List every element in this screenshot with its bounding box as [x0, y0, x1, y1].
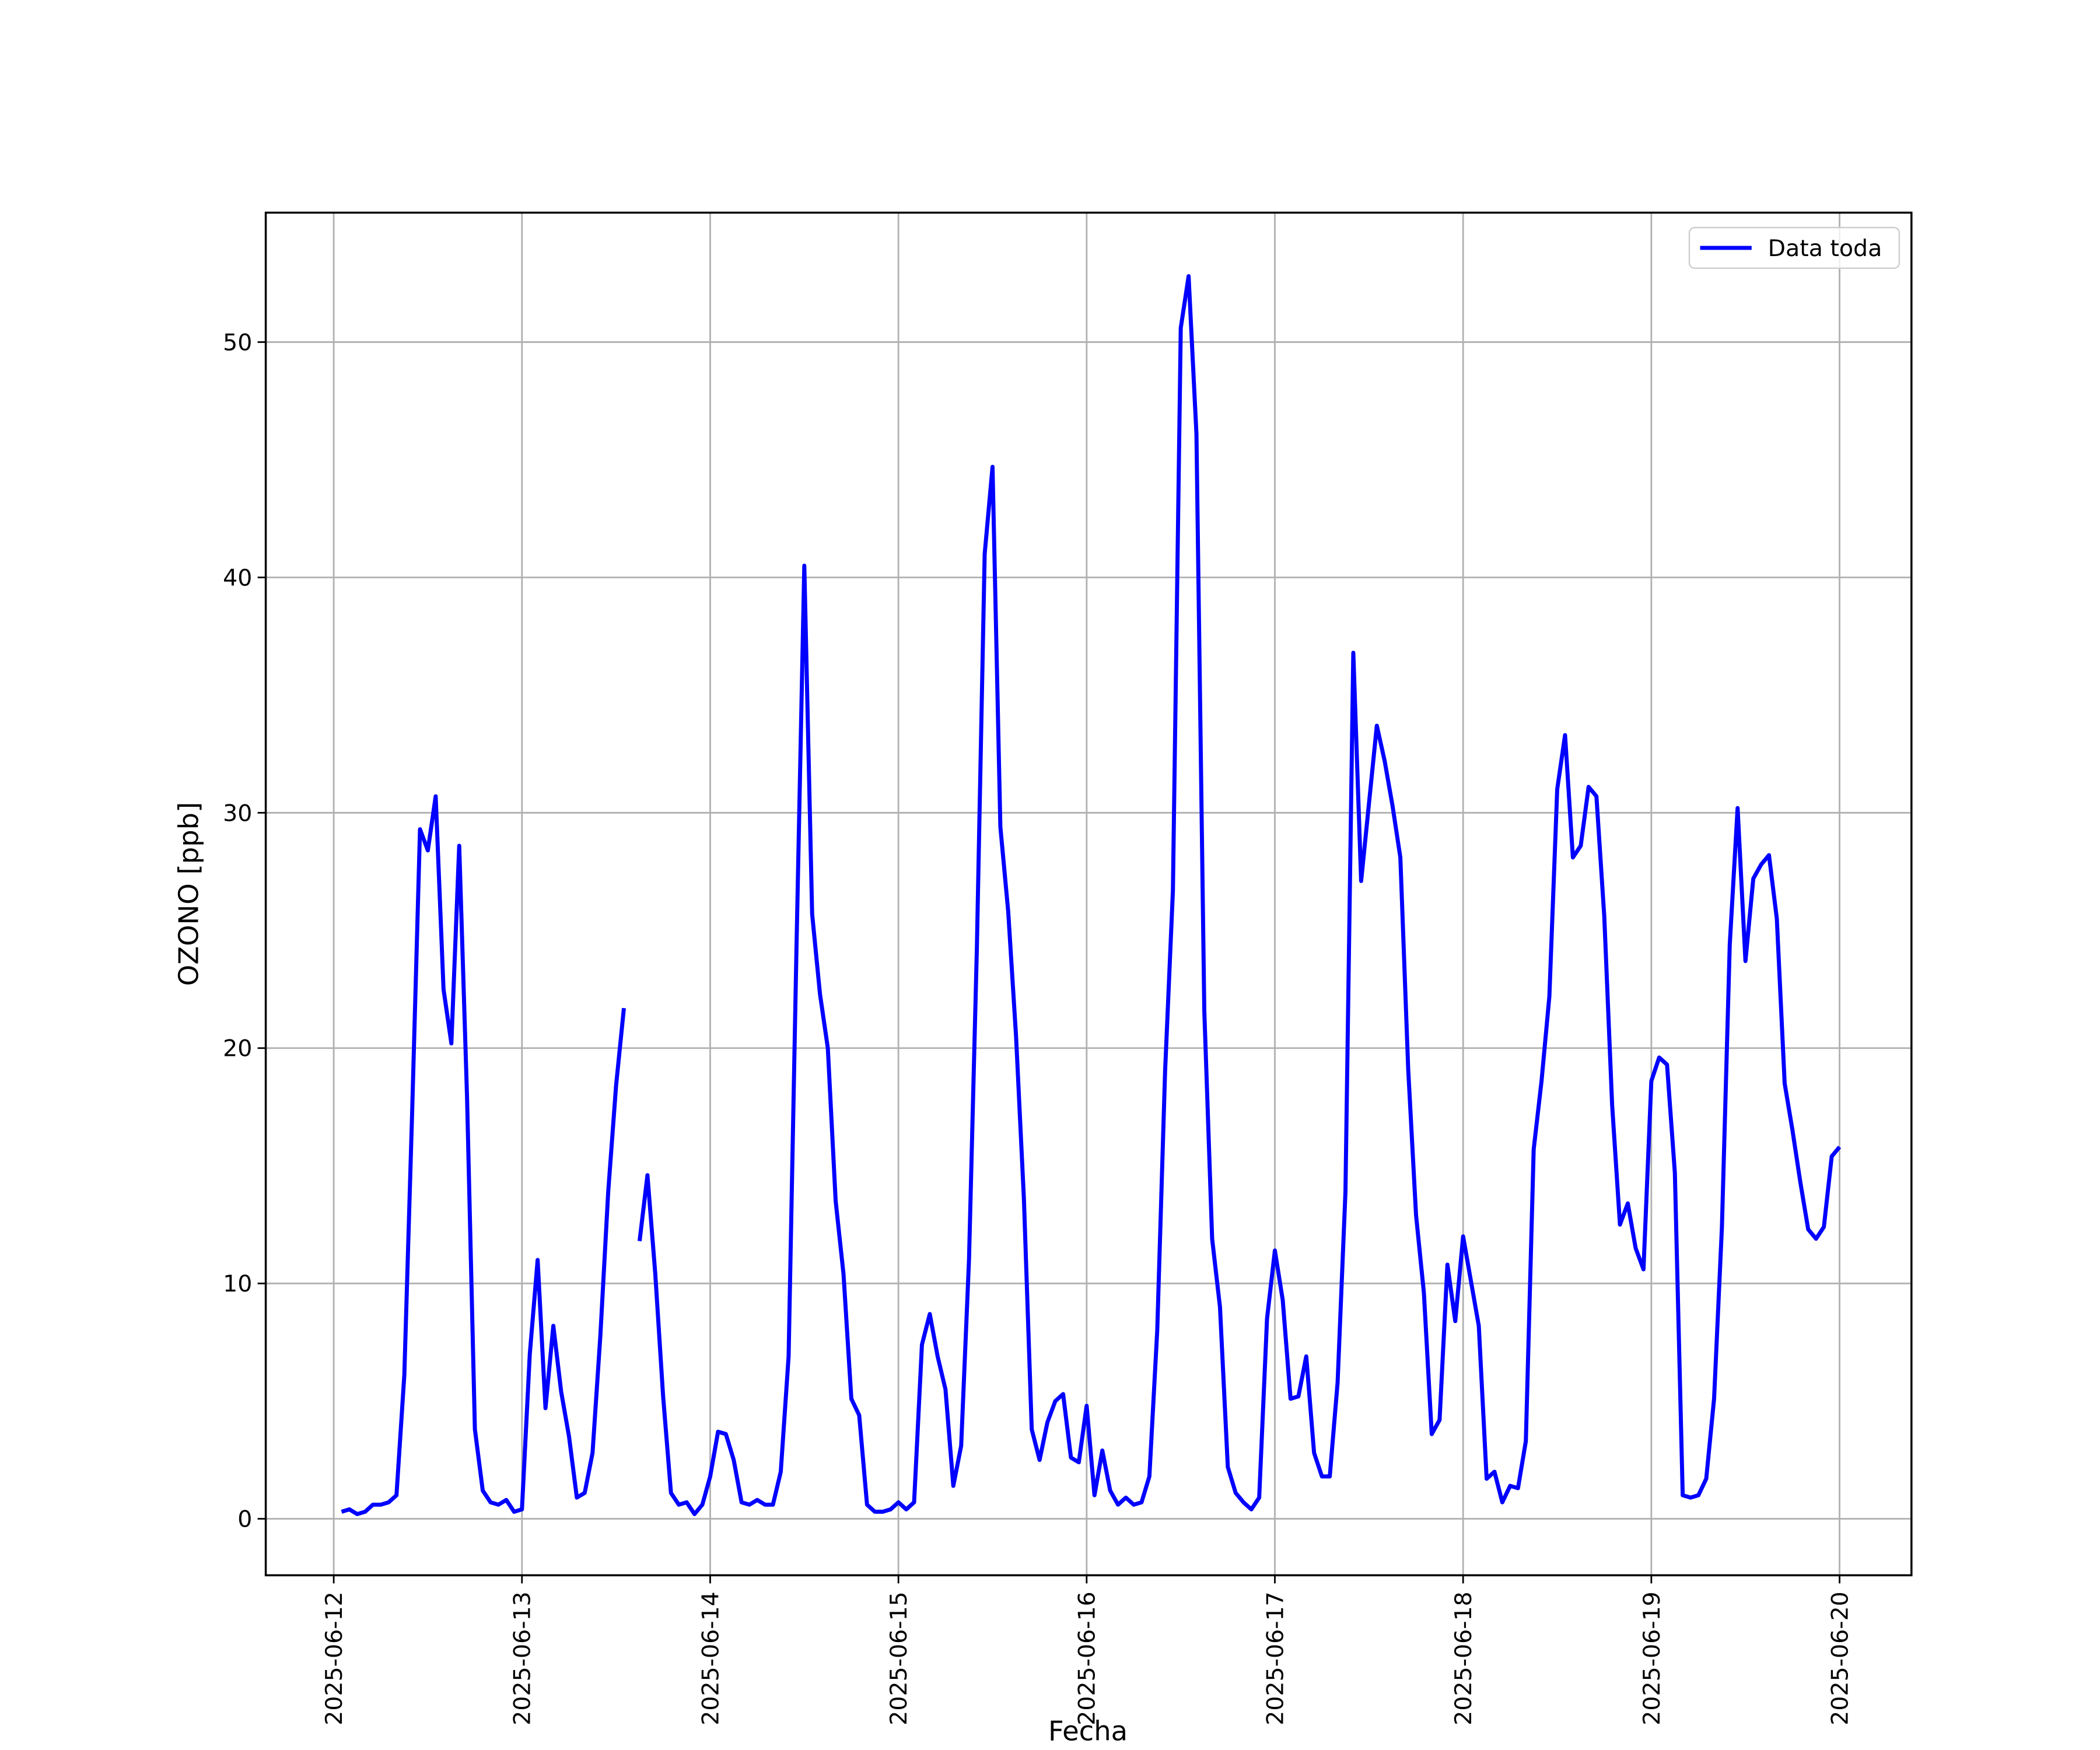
y-axis-label: OZONO [ppb]	[173, 802, 204, 986]
data-line	[341, 274, 1842, 1517]
legend-box	[1688, 226, 1901, 269]
y-tick-label: 20	[223, 1035, 252, 1062]
x-tick-label: 2025-06-12	[321, 1591, 348, 1725]
x-tick-label: 2025-06-19	[1639, 1591, 1665, 1725]
x-tick-label: 2025-06-13	[509, 1591, 536, 1725]
y-tick-label: 40	[223, 565, 252, 592]
legend-label: Data toda	[1768, 235, 1882, 262]
x-tick-label: 2025-06-17	[1262, 1591, 1289, 1725]
y-tick-label: 0	[237, 1506, 252, 1533]
x-tick-label: 2025-06-15	[886, 1591, 912, 1725]
x-tick-label: 2025-06-20	[1826, 1591, 1853, 1725]
x-tick-label: 2025-06-18	[1450, 1591, 1477, 1725]
x-tick-label: 2025-06-14	[697, 1591, 724, 1725]
y-tick-label: 10	[223, 1270, 252, 1297]
y-tick-label: 50	[223, 329, 252, 356]
x-tick-label: 2025-06-16	[1074, 1591, 1101, 1725]
x-axis-label: Fecha	[1048, 1716, 1128, 1747]
y-tick-label: 30	[223, 800, 252, 827]
plot-frame	[264, 211, 1913, 1577]
